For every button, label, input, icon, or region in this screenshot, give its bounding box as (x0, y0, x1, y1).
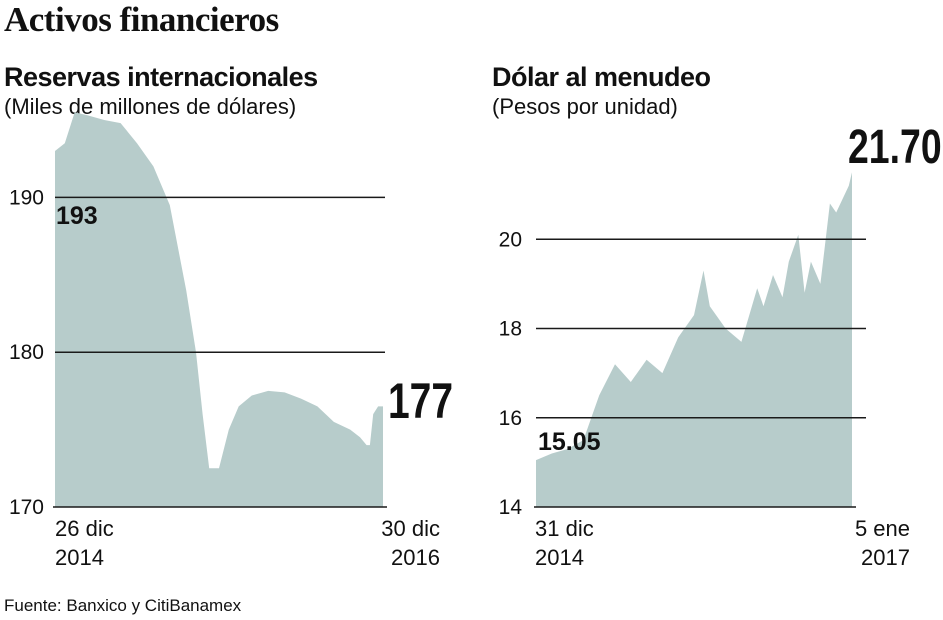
dollar-x-label: 5 ene (855, 516, 910, 541)
dollar-y-tick-label: 18 (499, 318, 522, 341)
reserves-area-series (55, 112, 383, 508)
dollar-x-label: 31 dic (535, 516, 594, 541)
dollar-x-label: 2014 (535, 545, 584, 570)
dollar-area-series (536, 172, 852, 508)
reserves-chart-subtitle: (Miles de millones de dólares) (4, 94, 297, 119)
source-note: Fuente: Banxico y CitiBanamex (4, 596, 242, 615)
dollar-y-tick-label: 14 (499, 496, 523, 519)
reserves-y-tick-label: 190 (9, 186, 44, 209)
main-title: Activos financieros (4, 0, 279, 39)
reserves-end-value-label: 177 (388, 372, 453, 429)
reserves-x-label: 30 dic (381, 516, 440, 541)
dollar-x-label: 2017 (861, 545, 910, 570)
dollar-end-value-label: 21.70 (848, 121, 942, 175)
reserves-chart-title: Reservas internacionales (4, 62, 318, 92)
reserves-x-label: 2014 (55, 545, 104, 570)
dollar-y-tick-label: 16 (499, 407, 522, 430)
dollar-chart-title: Dólar al menudeo (492, 62, 711, 92)
reserves-x-label: 26 dic (55, 516, 114, 541)
reserves-start-value-label: 193 (56, 202, 98, 230)
dollar-start-value-label: 15.05 (538, 428, 601, 456)
reserves-y-tick-label: 180 (9, 341, 44, 364)
reserves-x-label: 2016 (391, 545, 440, 570)
dollar-chart-subtitle: (Pesos por unidad) (492, 94, 678, 119)
reserves-y-tick-label: 170 (9, 496, 44, 519)
dollar-y-tick-label: 20 (499, 228, 522, 251)
